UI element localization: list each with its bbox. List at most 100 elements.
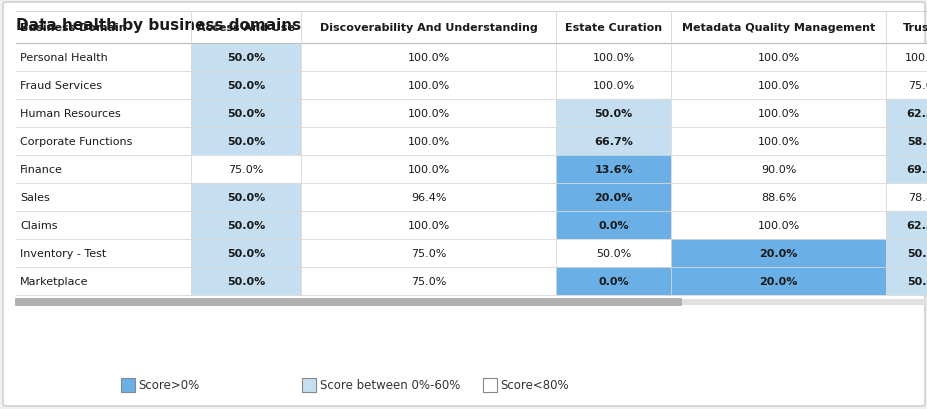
Bar xyxy=(670,128,885,155)
FancyBboxPatch shape xyxy=(15,298,681,306)
Text: Metadata Quality Management: Metadata Quality Management xyxy=(681,23,874,33)
Bar xyxy=(191,267,300,295)
Text: 75.0%: 75.0% xyxy=(228,164,263,175)
Text: 66.7%: 66.7% xyxy=(593,137,632,147)
Text: 50.0%: 50.0% xyxy=(595,248,630,258)
Bar xyxy=(300,155,555,184)
Bar xyxy=(191,44,300,72)
Text: Claims: Claims xyxy=(20,220,57,230)
Text: 100.0%: 100.0% xyxy=(407,81,450,91)
Bar xyxy=(670,211,885,239)
Text: 75.0%: 75.0% xyxy=(908,81,927,91)
Text: Sales: Sales xyxy=(20,193,50,202)
Text: 50.0%: 50.0% xyxy=(226,53,265,63)
Text: 100.0%: 100.0% xyxy=(407,220,450,230)
Bar xyxy=(191,239,300,267)
Bar xyxy=(555,155,670,184)
Bar xyxy=(885,211,927,239)
Text: Access And Use: Access And Use xyxy=(197,23,295,33)
Bar xyxy=(300,211,555,239)
Bar xyxy=(300,72,555,100)
Text: 50.0%: 50.0% xyxy=(593,109,632,119)
Text: 96.4%: 96.4% xyxy=(411,193,446,202)
Bar xyxy=(555,184,670,211)
Bar xyxy=(885,72,927,100)
Text: 50.0%: 50.0% xyxy=(226,81,265,91)
Text: 58.3%: 58.3% xyxy=(906,137,927,147)
Text: 50.0%: 50.0% xyxy=(226,193,265,202)
Text: Trusted: Trusted xyxy=(901,23,927,33)
Bar xyxy=(885,239,927,267)
Text: 50.0%: 50.0% xyxy=(226,276,265,286)
Bar xyxy=(191,155,300,184)
Text: 50.0%: 50.0% xyxy=(226,248,265,258)
Text: 62.5%: 62.5% xyxy=(906,220,927,230)
Bar xyxy=(670,72,885,100)
Text: Business Domain: Business Domain xyxy=(20,23,126,33)
Bar xyxy=(670,239,885,267)
Text: Fraud Services: Fraud Services xyxy=(20,81,102,91)
Text: 50.0%: 50.0% xyxy=(226,109,265,119)
Text: Inventory - Test: Inventory - Test xyxy=(20,248,106,258)
Bar xyxy=(16,128,191,155)
Bar xyxy=(670,100,885,128)
Text: 88.6%: 88.6% xyxy=(760,193,795,202)
Text: Score<80%: Score<80% xyxy=(500,379,568,391)
Text: Finance: Finance xyxy=(20,164,63,175)
Text: Data health by business domains: Data health by business domains xyxy=(16,18,300,33)
Bar xyxy=(670,44,885,72)
Text: 50.0%: 50.0% xyxy=(906,248,927,258)
Text: 100.0%: 100.0% xyxy=(756,109,799,119)
Bar xyxy=(885,44,927,72)
Text: 20.0%: 20.0% xyxy=(758,248,797,258)
Bar xyxy=(300,44,555,72)
Bar xyxy=(885,267,927,295)
Bar xyxy=(885,100,927,128)
Text: Human Resources: Human Resources xyxy=(20,109,121,119)
Text: Estate Curation: Estate Curation xyxy=(565,23,661,33)
Text: 62.5%: 62.5% xyxy=(906,109,927,119)
Text: 78.8%: 78.8% xyxy=(908,193,927,202)
Text: 69.3%: 69.3% xyxy=(906,164,927,175)
Bar xyxy=(191,72,300,100)
Text: 0.0%: 0.0% xyxy=(598,220,629,230)
Bar xyxy=(555,100,670,128)
Bar xyxy=(555,267,670,295)
Bar xyxy=(555,239,670,267)
Bar xyxy=(555,44,670,72)
Bar xyxy=(670,155,885,184)
Bar xyxy=(16,211,191,239)
Text: Personal Health: Personal Health xyxy=(20,53,108,63)
Text: 100.0%: 100.0% xyxy=(407,164,450,175)
Bar xyxy=(555,128,670,155)
Bar xyxy=(16,155,191,184)
Bar xyxy=(301,378,315,392)
Text: 100.0%: 100.0% xyxy=(756,220,799,230)
Bar xyxy=(885,155,927,184)
Bar xyxy=(16,72,191,100)
Bar xyxy=(121,378,134,392)
Text: 75.0%: 75.0% xyxy=(411,276,446,286)
Text: Discoverability And Understanding: Discoverability And Understanding xyxy=(319,23,537,33)
Text: 100.0%: 100.0% xyxy=(756,53,799,63)
Bar xyxy=(885,184,927,211)
Text: 100.0%: 100.0% xyxy=(407,137,450,147)
Bar xyxy=(300,267,555,295)
Text: 100.0%: 100.0% xyxy=(756,81,799,91)
Text: 50.0%: 50.0% xyxy=(906,276,927,286)
Text: Marketplace: Marketplace xyxy=(20,276,88,286)
Text: 100.0%: 100.0% xyxy=(591,81,634,91)
Text: 100.0%: 100.0% xyxy=(591,53,634,63)
Text: 20.0%: 20.0% xyxy=(758,276,797,286)
Text: Score between 0%-60%: Score between 0%-60% xyxy=(319,379,460,391)
Bar xyxy=(885,128,927,155)
Bar xyxy=(482,378,496,392)
Bar xyxy=(16,100,191,128)
Bar xyxy=(670,184,885,211)
Bar xyxy=(670,267,885,295)
Text: 100.0%: 100.0% xyxy=(407,109,450,119)
Bar xyxy=(16,239,191,267)
Text: 100.0%: 100.0% xyxy=(407,53,450,63)
Bar xyxy=(300,128,555,155)
Text: 20.0%: 20.0% xyxy=(593,193,632,202)
